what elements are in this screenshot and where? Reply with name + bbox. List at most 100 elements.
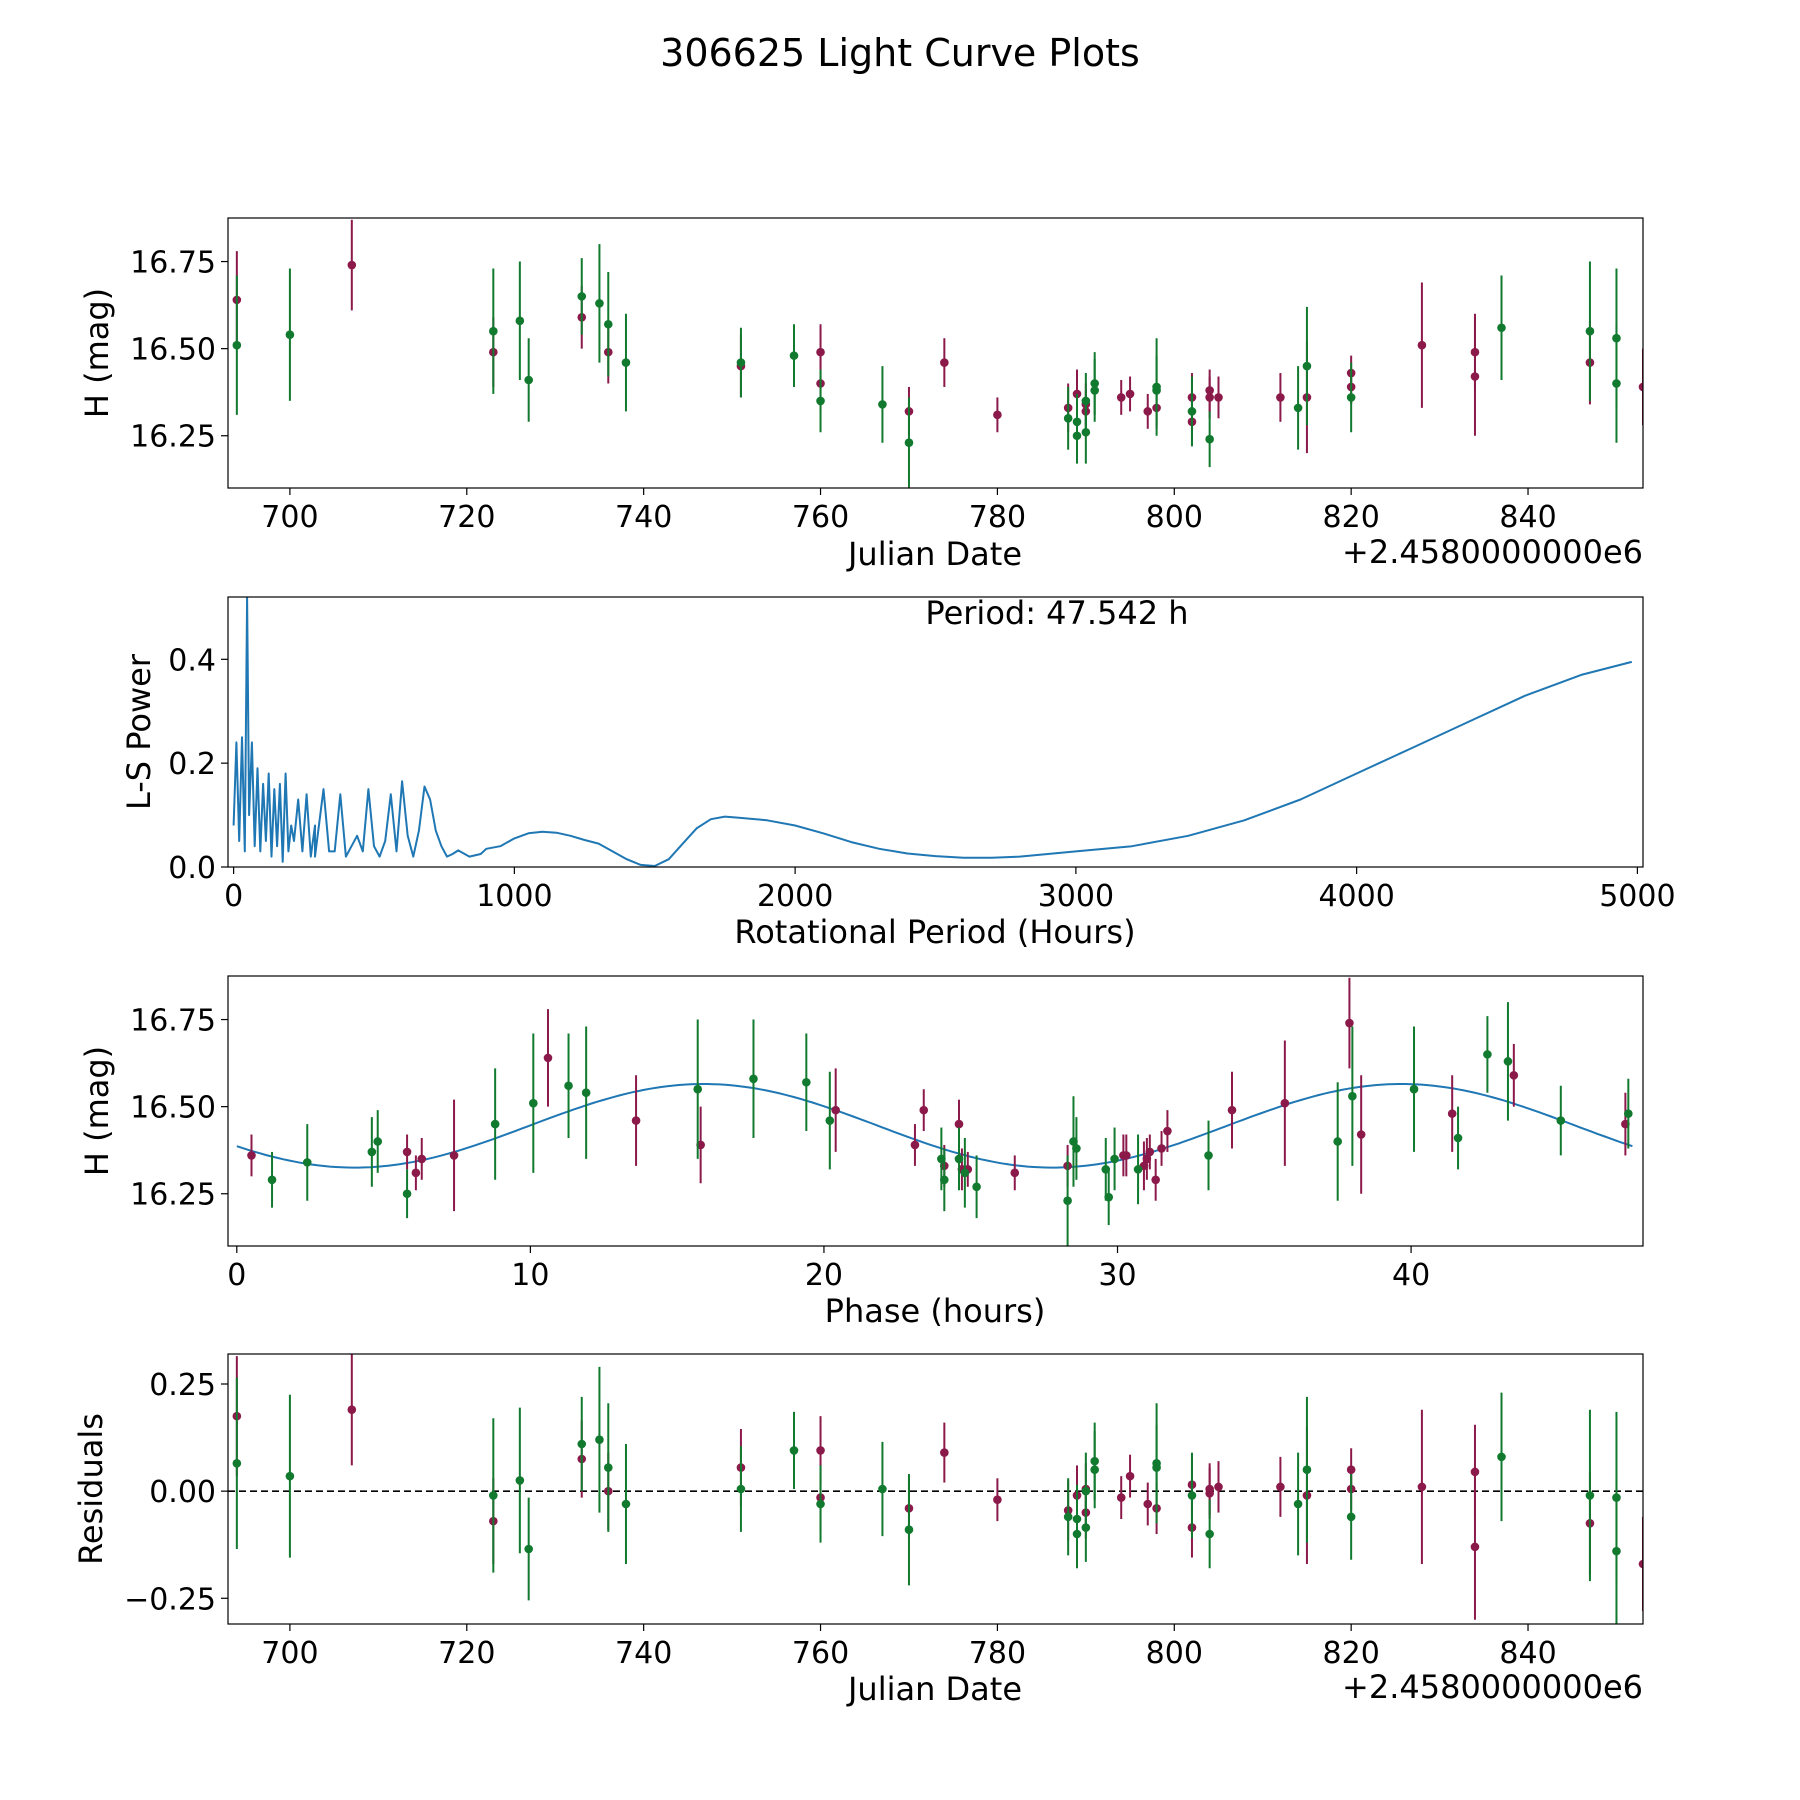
lightcurve-point-green bbox=[1063, 414, 1073, 423]
phased-point-red bbox=[831, 1105, 840, 1115]
residuals-point-green bbox=[603, 1463, 613, 1472]
periodogram-ytick-label: 0.0 bbox=[168, 851, 216, 886]
residuals-ytick-label: 0.00 bbox=[149, 1475, 216, 1510]
phased-point-green bbox=[267, 1175, 277, 1185]
periodogram-xtick-label: 4000 bbox=[1318, 879, 1394, 914]
lightcurve-point-red bbox=[1125, 389, 1135, 399]
lightcurve-point-green bbox=[904, 438, 914, 448]
residuals-point-green bbox=[595, 1435, 604, 1445]
phased-xtick-label: 10 bbox=[511, 1258, 549, 1293]
phased-point-green bbox=[402, 1189, 412, 1199]
residuals-ylabel: Residuals bbox=[72, 1413, 110, 1565]
residuals-point-red bbox=[1470, 1542, 1480, 1552]
periodogram-marks bbox=[232, 597, 1633, 867]
phased-xtick-label: 40 bbox=[1392, 1258, 1430, 1293]
phased-point-green bbox=[1104, 1192, 1114, 1202]
panel-lightcurve: 700 720 740 760 780 800 820 84016.2516.5016.75 … bbox=[78, 217, 1644, 573]
phased-point-red bbox=[910, 1140, 920, 1150]
lightcurve-point-red bbox=[1470, 372, 1480, 381]
phased-point-green bbox=[1133, 1165, 1143, 1174]
residuals-xtick-label: 820 bbox=[1323, 1636, 1380, 1671]
phased-point-red bbox=[1447, 1109, 1457, 1118]
phased-point-green bbox=[749, 1074, 758, 1084]
lightcurve-point-green bbox=[1585, 326, 1595, 336]
lightcurve-point-red bbox=[1276, 393, 1285, 402]
lightcurve-point-green bbox=[1346, 393, 1356, 402]
residuals-point-red bbox=[940, 1448, 949, 1457]
phased-frame bbox=[227, 975, 1644, 1247]
phased-point-red bbox=[1010, 1168, 1020, 1178]
phased-xtick-label: 0 bbox=[227, 1258, 246, 1293]
phased-xlabel: Phase (hours) bbox=[825, 1292, 1046, 1330]
lightcurve-xlabel: Julian Date bbox=[846, 535, 1022, 573]
residuals-point-green bbox=[1293, 1499, 1303, 1509]
periodogram-xtick-label: 3000 bbox=[1038, 879, 1114, 914]
residuals-point-green bbox=[1346, 1512, 1356, 1522]
lightcurve-point-green bbox=[1293, 403, 1303, 413]
lightcurve-point-green bbox=[878, 400, 887, 409]
phased-point-red bbox=[919, 1105, 929, 1115]
residuals-point-green bbox=[736, 1484, 746, 1494]
phased-point-red bbox=[1157, 1144, 1166, 1153]
lightcurve-point-green bbox=[1152, 386, 1161, 395]
periodogram-plot-area bbox=[232, 597, 1633, 867]
lightcurve-point-green bbox=[515, 316, 525, 326]
lightcurve-point-green bbox=[1497, 323, 1506, 333]
residuals-point-green bbox=[1081, 1486, 1091, 1496]
phased-point-green bbox=[373, 1137, 383, 1146]
periodogram-ylabel: L-S Power bbox=[120, 653, 158, 810]
lightcurve-ytick-label: 16.50 bbox=[130, 333, 216, 368]
residuals-frame bbox=[227, 1353, 1644, 1625]
panel-residuals: 700 720 740 760 780 800 820 840 −0.25 0.00 0.25 Ju… bbox=[72, 1353, 1644, 1708]
periodogram-xtick-label: 1000 bbox=[476, 879, 552, 914]
periodogram-frame bbox=[227, 596, 1644, 868]
residuals-ytick-label: −0.25 bbox=[124, 1582, 216, 1617]
lightcurve-point-green bbox=[1090, 386, 1099, 395]
phased-point-green bbox=[1624, 1109, 1633, 1118]
phased-point-red bbox=[1163, 1126, 1172, 1136]
lightcurve-point-red bbox=[940, 358, 949, 367]
lightcurve-point-green bbox=[603, 319, 613, 329]
lightcurve-xtick-label: 740 bbox=[615, 500, 672, 535]
lightcurve-point-green bbox=[1612, 379, 1621, 388]
residuals-point-green bbox=[524, 1544, 533, 1554]
phased-point-red bbox=[1509, 1070, 1519, 1080]
periodogram-xtick-label: 2000 bbox=[757, 879, 833, 914]
phased-point-green bbox=[1072, 1144, 1081, 1153]
phased-fit-curve bbox=[236, 1083, 1633, 1169]
lightcurve-point-green bbox=[489, 326, 498, 336]
lightcurve-point-green bbox=[1187, 407, 1197, 416]
lightcurve-point-green bbox=[1302, 361, 1312, 371]
lightcurve-point-red bbox=[1638, 382, 1643, 392]
lightcurve-point-green bbox=[285, 330, 295, 340]
phased-point-red bbox=[631, 1116, 641, 1125]
periodogram-xtick-label: 0 bbox=[224, 879, 243, 914]
periodogram-xtick-label: 5000 bbox=[1599, 879, 1675, 914]
phased-point-red bbox=[543, 1053, 553, 1063]
residuals-point-red bbox=[1143, 1499, 1153, 1509]
phased-point-green bbox=[1453, 1133, 1463, 1143]
residuals-xlabel: Julian Date bbox=[846, 1670, 1022, 1708]
phased-point-green bbox=[960, 1168, 970, 1178]
phased-point-green bbox=[1556, 1116, 1566, 1125]
residuals-point-green bbox=[1497, 1452, 1506, 1462]
lightcurve-point-green bbox=[736, 358, 746, 367]
residuals-point-green bbox=[232, 1458, 242, 1468]
phased-point-green bbox=[1503, 1057, 1513, 1066]
phased-point-green bbox=[940, 1175, 949, 1185]
residuals-point-green bbox=[515, 1476, 525, 1485]
lightcurve-point-green bbox=[232, 340, 242, 350]
periodogram-ytick-label: 0.2 bbox=[168, 747, 216, 782]
residuals-marks bbox=[228, 1354, 1643, 1624]
residuals-xtick-label: 740 bbox=[615, 1636, 672, 1671]
residuals-point-red bbox=[1214, 1482, 1223, 1492]
figure-title: 306625 Light Curve Plots bbox=[660, 31, 1140, 75]
periodogram-axes: 0 1000 2000 3000 4000 5000 0.0 0.2 0.4 bbox=[168, 643, 1675, 914]
lightcurve-point-green bbox=[789, 351, 799, 360]
phased-point-red bbox=[402, 1147, 412, 1157]
phased-point-green bbox=[972, 1182, 981, 1192]
lightcurve-point-red bbox=[816, 347, 825, 357]
residuals-point-red bbox=[347, 1405, 357, 1415]
